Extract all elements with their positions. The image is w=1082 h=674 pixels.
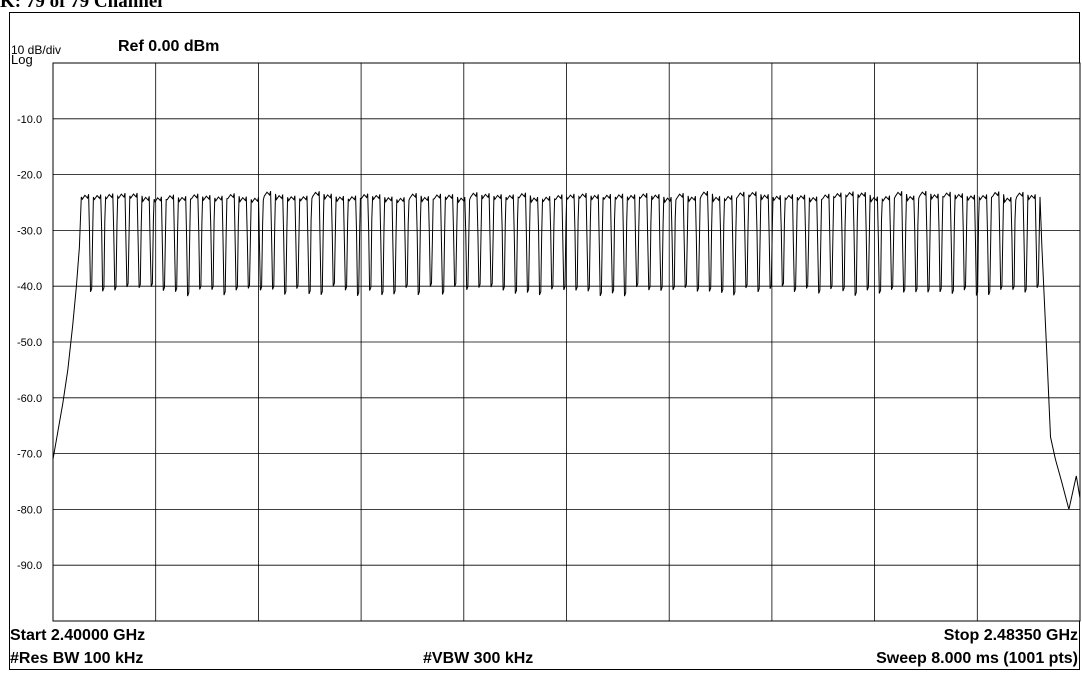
graticule: [52, 62, 1081, 622]
scale-per-division: 10 dB/div: [11, 43, 62, 57]
y-tick-label: -10.0: [17, 114, 42, 126]
y-tick-label: -90.0: [17, 560, 42, 572]
start-frequency: Start 2.40000 GHz: [10, 627, 146, 644]
spectrum-trace-line: [52, 190, 1081, 510]
reference-level: Ref 0.00 dBm: [118, 38, 220, 55]
y-tick-label: -20.0: [17, 170, 42, 182]
resolution-bandwidth: #Res BW 100 kHz: [10, 650, 144, 667]
y-tick-label: -80.0: [17, 504, 42, 516]
page-title: K: 79 of 79 Channel: [0, 0, 163, 12]
stop-frequency: Stop 2.48350 GHz: [943, 627, 1078, 644]
y-tick-label: -60.0: [17, 393, 42, 405]
y-tick-label: -30.0: [17, 225, 42, 237]
y-tick-labels: -10.0 -20.0 -30.0 -40.0 -50.0 -60.0 -70.0 -80.0…: [17, 114, 42, 572]
y-tick-label: -40.0: [17, 281, 42, 293]
y-tick-label: -50.0: [17, 337, 42, 349]
scale-type: Log: [11, 52, 33, 67]
video-bandwidth: #VBW 300 kHz: [423, 650, 534, 667]
y-tick-label: -70.0: [17, 449, 42, 461]
sweep-time: Sweep 8.000 ms (1001 pts): [876, 650, 1078, 667]
trace: [52, 190, 1081, 510]
